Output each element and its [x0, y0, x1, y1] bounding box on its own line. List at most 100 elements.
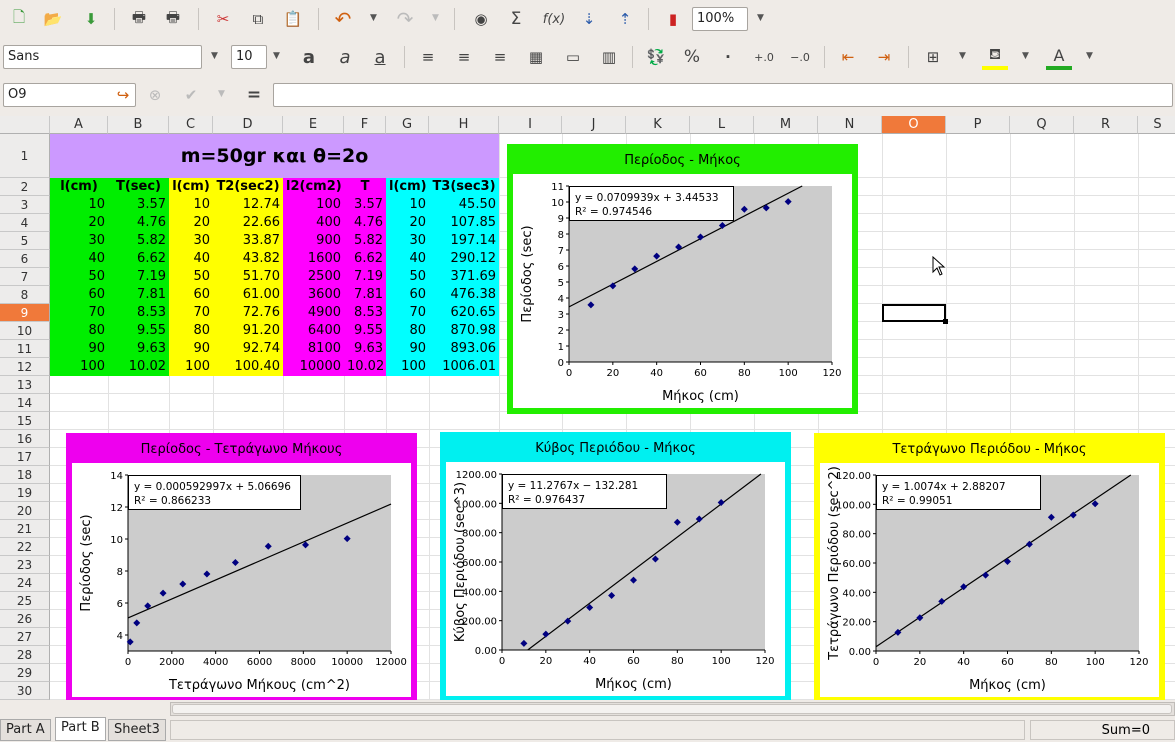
row-header-11[interactable]: 11 — [0, 340, 50, 358]
cell-header[interactable]: T3(sec3) — [432, 179, 496, 194]
font-color-icon[interactable]: A — [1046, 44, 1072, 70]
data-point[interactable] — [1025, 540, 1033, 548]
data-point[interactable] — [1069, 511, 1077, 519]
sheet-tab-part-b[interactable]: Part B — [55, 717, 106, 741]
redo-dropdown-icon[interactable]: ▼ — [432, 13, 439, 23]
table-cell[interactable]: 40 — [88, 251, 105, 266]
table-cell[interactable]: 70 — [88, 305, 105, 320]
table-cell[interactable]: 90 — [193, 341, 210, 356]
print-preview-icon[interactable]: 🖶 — [165, 7, 181, 26]
chart-period-squared-length[interactable]: Τετράγωνο Περιόδου - Μήκος 0 20 40 60 80 100 12… — [814, 433, 1165, 700]
data-point[interactable] — [144, 602, 152, 610]
column-header-K[interactable]: K — [626, 116, 690, 134]
data-point[interactable] — [938, 597, 946, 605]
column-header-Q[interactable]: Q — [1010, 116, 1074, 134]
data-point[interactable] — [740, 205, 748, 213]
sort-descending-icon[interactable]: ⇡ — [618, 10, 632, 28]
sheet-tab-part-a[interactable]: Part A — [0, 719, 51, 741]
split-cells-icon[interactable]: ▥ — [601, 48, 617, 66]
cell-header[interactable]: T — [360, 179, 370, 194]
column-header-N[interactable]: N — [818, 116, 882, 134]
table-cell[interactable]: 70 — [409, 305, 426, 320]
open-folder-icon[interactable]: 📂 — [43, 10, 63, 28]
table-cell[interactable]: 70 — [193, 305, 210, 320]
data-point[interactable] — [302, 541, 310, 549]
column-header-O[interactable]: O — [882, 116, 946, 134]
column-header-I[interactable]: I — [499, 116, 562, 134]
data-point[interactable] — [631, 265, 639, 273]
table-cell[interactable]: 620.65 — [450, 305, 497, 320]
row-header-15[interactable]: 15 — [0, 412, 50, 430]
row-header-6[interactable]: 6 — [0, 250, 50, 268]
borders-dropdown-icon[interactable]: ▼ — [959, 51, 966, 61]
wrap-text-icon[interactable]: ▭ — [565, 48, 581, 66]
navigator-icon[interactable]: ◉ — [474, 10, 488, 28]
row-header-18[interactable]: 18 — [0, 466, 50, 484]
row-header-10[interactable]: 10 — [0, 322, 50, 340]
paste-icon[interactable]: 📋 — [283, 10, 303, 28]
row-header-28[interactable]: 28 — [0, 646, 50, 664]
table-cell[interactable]: 870.98 — [450, 323, 497, 338]
data-point[interactable] — [651, 555, 659, 563]
font-name-field[interactable]: Sans — [3, 45, 202, 69]
table-cell[interactable]: 9.63 — [354, 341, 383, 356]
table-cell[interactable]: 72.76 — [242, 305, 280, 320]
table-cell[interactable]: 90 — [88, 341, 105, 356]
data-point[interactable] — [587, 301, 595, 309]
table-cell[interactable]: 4.76 — [354, 215, 383, 230]
data-point[interactable] — [675, 243, 683, 251]
background-color-dropdown-icon[interactable]: ▼ — [1022, 51, 1029, 61]
font-size-dropdown-icon[interactable]: ▼ — [273, 51, 280, 61]
row-header-17[interactable]: 17 — [0, 448, 50, 466]
add-decimal-icon[interactable]: +.0 — [754, 50, 774, 64]
italic-icon[interactable]: a — [339, 46, 351, 68]
column-header-L[interactable]: L — [690, 116, 754, 134]
data-point[interactable] — [1004, 558, 1011, 566]
table-cell[interactable]: 45.50 — [458, 197, 496, 212]
data-point[interactable] — [1047, 513, 1055, 521]
table-cell[interactable]: 91.20 — [242, 323, 280, 338]
underline-icon[interactable]: a — [374, 46, 386, 68]
currency-icon[interactable]: 💱 — [646, 48, 666, 66]
remove-decimal-icon[interactable]: −.0 — [790, 50, 810, 64]
cell-header[interactable]: l2(cm2) — [286, 179, 342, 194]
data-point[interactable] — [264, 542, 272, 550]
table-cell[interactable]: 4.76 — [137, 215, 166, 230]
font-size-field[interactable]: 10 — [231, 45, 267, 69]
table-cell[interactable]: 10 — [88, 197, 105, 212]
data-point[interactable] — [784, 198, 792, 206]
table-cell[interactable]: 9.55 — [137, 323, 166, 338]
accept-dropdown-icon[interactable]: ▼ — [218, 89, 225, 99]
table-cell[interactable]: 7.19 — [137, 269, 166, 284]
data-point[interactable] — [586, 603, 594, 611]
row-header-2[interactable]: 2 — [0, 178, 50, 196]
column-header-H[interactable]: H — [429, 116, 499, 134]
row-header-22[interactable]: 22 — [0, 538, 50, 556]
column-header-R[interactable]: R — [1074, 116, 1138, 134]
column-header-E[interactable]: E — [283, 116, 344, 134]
table-cell[interactable]: 30 — [409, 233, 426, 248]
data-point[interactable] — [564, 617, 572, 625]
undo-icon[interactable]: ↶ — [334, 7, 352, 31]
save-icon[interactable]: ⬇ — [84, 10, 98, 28]
data-point[interactable] — [133, 619, 141, 627]
equals-icon[interactable]: = — [246, 85, 262, 105]
data-point[interactable] — [982, 571, 990, 579]
function-wizard-arrow-icon[interactable]: ↪ — [116, 86, 130, 104]
table-cell[interactable]: 33.87 — [242, 233, 280, 248]
align-left-icon[interactable]: ≡ — [421, 48, 435, 66]
table-cell[interactable]: 5.82 — [137, 233, 166, 248]
formula-input[interactable] — [273, 83, 1173, 107]
data-point[interactable] — [673, 518, 681, 526]
table-cell[interactable]: 400 — [316, 215, 341, 230]
table-cell[interactable]: 1600 — [307, 251, 341, 266]
table-cell[interactable]: 4900 — [307, 305, 341, 320]
data-point[interactable] — [1091, 500, 1099, 508]
zoom-field[interactable]: 100% — [692, 7, 748, 31]
table-cell[interactable]: 371.69 — [450, 269, 497, 284]
table-cell[interactable]: 100 — [316, 197, 341, 212]
table-cell[interactable]: 10.02 — [128, 359, 166, 374]
table-cell[interactable]: 10 — [409, 197, 426, 212]
align-right-icon[interactable]: ≡ — [493, 48, 507, 66]
